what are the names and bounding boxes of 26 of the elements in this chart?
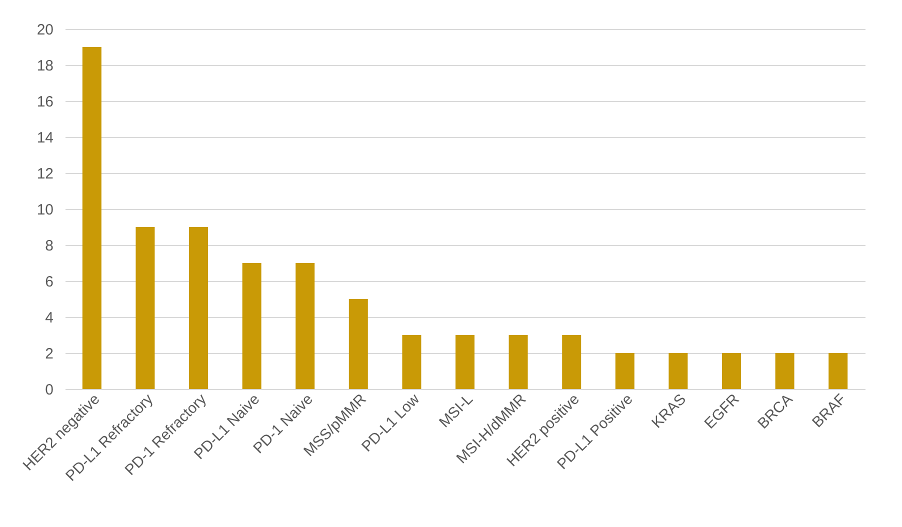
y-tick-label: 18 xyxy=(36,58,54,74)
y-tick-label: 2 xyxy=(45,346,54,362)
y-tick-label: 12 xyxy=(36,166,54,182)
bar xyxy=(456,335,474,389)
bar xyxy=(562,335,582,389)
y-tick-label: 4 xyxy=(45,310,54,326)
bar xyxy=(189,227,208,389)
y-tick-label: 20 xyxy=(36,22,54,38)
y-tick-label: 6 xyxy=(45,274,54,290)
bar xyxy=(136,227,155,389)
y-tick-label: 10 xyxy=(36,202,54,218)
bar xyxy=(82,47,102,389)
bar xyxy=(296,263,315,389)
bar xyxy=(828,353,848,389)
bar xyxy=(722,353,741,389)
y-tick-label: 0 xyxy=(45,382,54,398)
y-tick-label: 14 xyxy=(36,130,54,146)
bar xyxy=(668,353,688,389)
bar xyxy=(242,263,262,389)
bar xyxy=(775,353,794,389)
y-tick-label: 8 xyxy=(45,238,54,254)
y-tick-label: 16 xyxy=(36,94,54,110)
bar xyxy=(615,353,634,389)
bar xyxy=(348,299,368,389)
bar xyxy=(508,335,528,389)
bar xyxy=(402,335,422,389)
